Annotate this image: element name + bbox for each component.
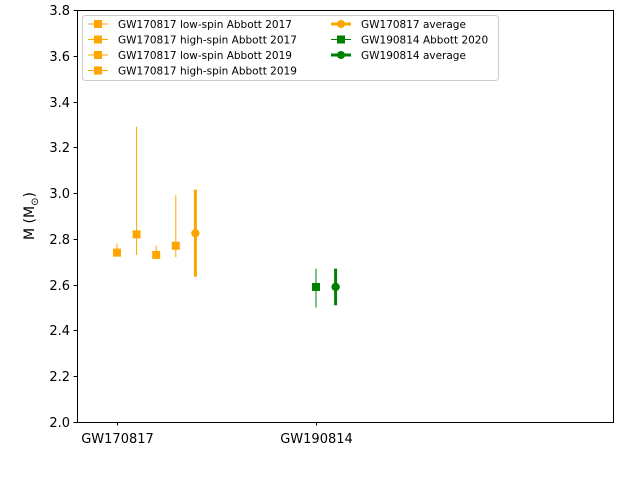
legend-marker-circle xyxy=(337,51,345,59)
legend-entry: GW170817 low-spin Abbott 2017 xyxy=(88,19,292,31)
data-point-square xyxy=(171,241,180,250)
legend-entry: GW170817 average xyxy=(331,19,466,31)
y-axis-ticks: 2.0 2.2 2.4 2.6 2.8 3.0 3.2 3.4 3.6 3.8 xyxy=(49,4,77,431)
legend-label: GW170817 high-spin Abbott 2017 xyxy=(118,35,297,47)
legend-label: GW190814 Abbott 2020 xyxy=(361,35,488,47)
y-tick-label: 2.6 xyxy=(49,279,70,294)
legend-label: GW170817 low-spin Abbott 2019 xyxy=(118,50,292,62)
data-point-square xyxy=(132,230,141,239)
legend-marker-square xyxy=(94,35,102,44)
y-tick-label: 2.2 xyxy=(49,370,70,385)
legend-marker-square xyxy=(337,35,345,44)
legend-label: GW190814 average xyxy=(361,50,466,62)
y-tick-label: 2.0 xyxy=(49,416,70,431)
x-tick-label: GW190814 xyxy=(280,432,353,447)
legend-marker-square xyxy=(94,66,102,75)
y-tick-label: 3.0 xyxy=(49,187,70,202)
legend-marker-square xyxy=(94,51,102,59)
y-tick-label: 3.6 xyxy=(49,50,70,65)
data-point-square xyxy=(113,248,121,257)
legend-label: GW170817 low-spin Abbott 2017 xyxy=(118,19,292,31)
y-axis-label: M (M⊙) xyxy=(22,192,41,240)
legend-marker-square xyxy=(94,20,102,28)
legend-label: GW170817 high-spin Abbott 2019 xyxy=(118,66,297,78)
legend-entry: GW170817 high-spin Abbott 2017 xyxy=(88,35,297,47)
legend-frame xyxy=(82,15,499,81)
y-tick-label: 3.2 xyxy=(49,141,70,156)
legend-entry: GW190814 Abbott 2020 xyxy=(331,35,488,47)
data-point-square xyxy=(312,282,320,291)
data-point-square xyxy=(152,250,161,259)
legend-label: GW170817 average xyxy=(361,19,466,31)
legend-entry: GW170817 low-spin Abbott 2019 xyxy=(88,50,292,62)
y-tick-label: 3.4 xyxy=(49,96,70,111)
legend-marker-circle xyxy=(337,20,345,28)
y-tick-label: 2.4 xyxy=(49,324,70,339)
x-tick-label: GW170817 xyxy=(81,432,154,447)
data-point-circle xyxy=(191,228,200,238)
legend: GW170817 low-spin Abbott 2017 GW170817 hi… xyxy=(82,15,499,81)
y-tick-label: 2.8 xyxy=(49,233,70,248)
legend-entry: GW170817 high-spin Abbott 2019 xyxy=(88,66,297,78)
data-point-circle xyxy=(331,282,340,292)
data-points xyxy=(113,126,340,308)
y-tick-label: 3.8 xyxy=(49,4,70,19)
plot-frame xyxy=(77,10,614,423)
x-axis-ticks: GW170817 GW190814 xyxy=(81,422,353,447)
legend-entry: GW190814 average xyxy=(331,50,466,62)
